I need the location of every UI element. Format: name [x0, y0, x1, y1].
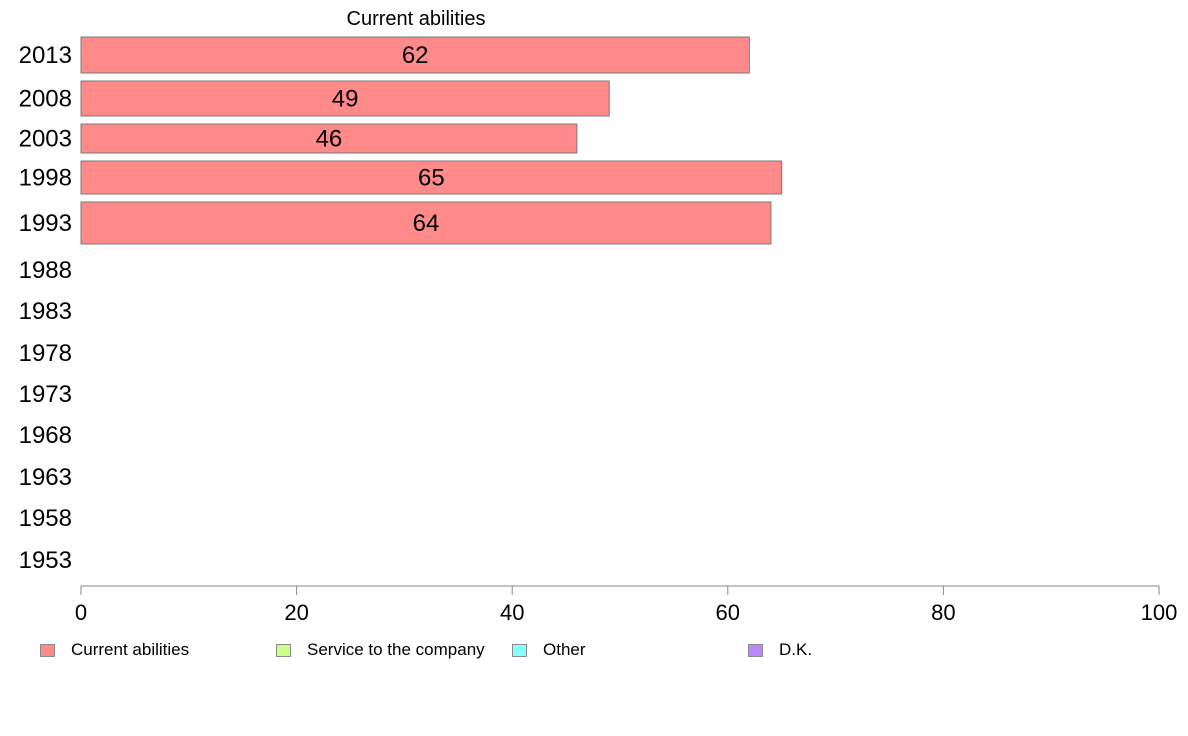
y-tick-label: 1998 [19, 165, 72, 192]
x-tick-label: 20 [284, 600, 308, 625]
y-tick-label: 1983 [19, 298, 72, 325]
bars-layer: 62 49 46 65 64 [80, 36, 783, 245]
legend-swatch [40, 643, 55, 657]
y-tick-label: 2008 [19, 86, 72, 113]
bar-value-label: 62 [402, 42, 429, 69]
bar [80, 201, 772, 245]
y-axis-labels: 2013 2008 2003 1998 1993 1988 1983 1978 1973 1968… [19, 42, 72, 574]
legend-item-other: Other [512, 640, 586, 660]
x-tick-label: 0 [75, 600, 87, 625]
y-tick-label: 1958 [19, 505, 72, 532]
bar-value-label: 65 [418, 165, 445, 192]
legend-label: D.K. [779, 640, 813, 659]
legend-item-service-to-the-company: Service to the company [276, 640, 485, 660]
x-tick-label: 60 [716, 600, 740, 625]
x-axis: 0 20 40 60 80 100 [75, 585, 1178, 625]
legend-swatch [512, 643, 527, 657]
legend-label: Service to the company [307, 640, 485, 659]
y-tick-label: 1953 [19, 547, 72, 574]
y-tick-label: 1963 [19, 464, 72, 491]
bar-value-label: 49 [332, 86, 359, 113]
y-tick-label: 1993 [19, 210, 72, 237]
x-tick-label: 100 [1141, 600, 1178, 625]
bar [80, 36, 750, 74]
legend-swatch [748, 643, 763, 657]
y-tick-label: 2003 [19, 126, 72, 153]
y-tick-label: 1988 [19, 257, 72, 284]
bar-value-label: 46 [316, 126, 343, 153]
legend-label: Current abilities [71, 640, 190, 659]
bar [80, 80, 610, 117]
chart-title: Current abilities [347, 8, 486, 30]
legend-swatch [276, 643, 291, 657]
legend: Current abilities Service to the company… [40, 640, 1140, 662]
x-tick-label: 80 [931, 600, 955, 625]
legend-item-current-abilities: Current abilities [40, 640, 189, 660]
y-tick-label: 1978 [19, 340, 72, 367]
bar-value-label: 64 [413, 210, 440, 237]
bar [80, 123, 578, 154]
legend-label: Other [543, 640, 586, 659]
legend-item-dk: D.K. [748, 640, 812, 660]
y-tick-label: 2013 [19, 42, 72, 69]
bar [80, 160, 783, 195]
y-tick-label: 1973 [19, 381, 72, 408]
y-tick-label: 1968 [19, 422, 72, 449]
x-tick-label: 40 [500, 600, 524, 625]
